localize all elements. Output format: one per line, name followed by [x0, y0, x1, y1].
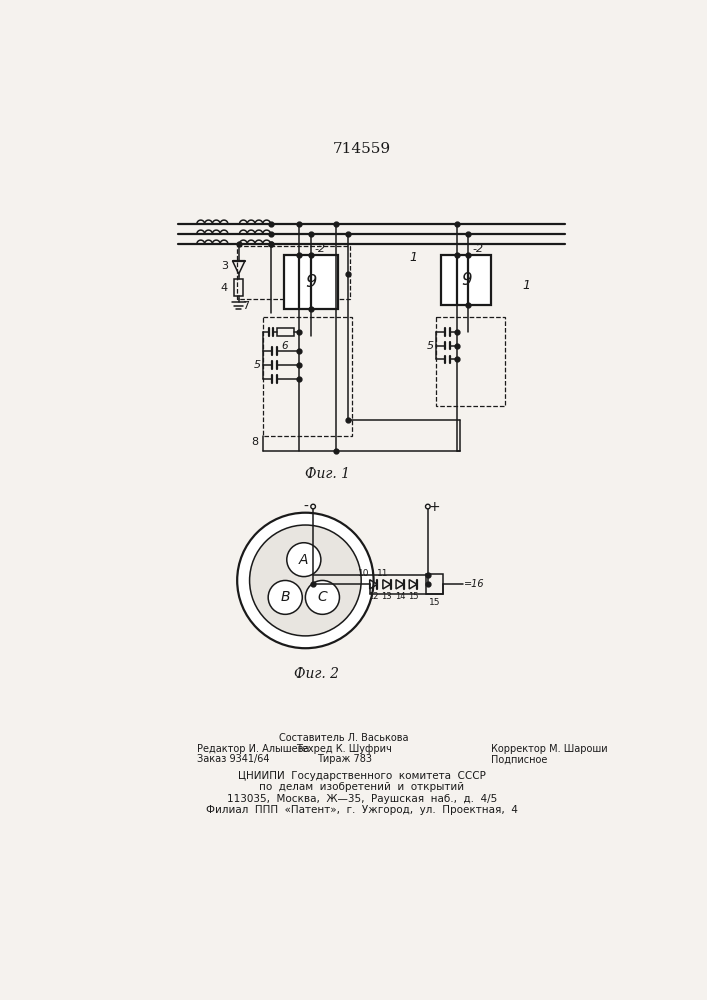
- Text: 4: 4: [221, 283, 228, 293]
- Text: 14: 14: [395, 592, 405, 601]
- Text: 13: 13: [382, 592, 392, 601]
- Text: 15: 15: [408, 592, 419, 601]
- Circle shape: [268, 580, 303, 614]
- Text: 714559: 714559: [333, 142, 391, 156]
- Text: B: B: [281, 590, 290, 604]
- Bar: [284, 255, 338, 309]
- Text: Фиг. 2: Фиг. 2: [295, 667, 339, 681]
- Text: Филиал  ППП  «Патент»,  г.  Ужгород,  ул.  Проектная,  4: Филиал ППП «Патент», г. Ужгород, ул. Про…: [206, 805, 518, 815]
- Text: 5: 5: [427, 341, 434, 351]
- Text: Заказ 9341/64: Заказ 9341/64: [197, 754, 269, 764]
- Text: 10: 10: [358, 569, 369, 578]
- Text: Подписное: Подписное: [491, 754, 548, 764]
- Text: Фиг. 1: Фиг. 1: [305, 466, 349, 481]
- Text: 6: 6: [281, 341, 288, 351]
- Text: -2: -2: [472, 244, 483, 254]
- Text: -: -: [303, 500, 308, 514]
- Bar: [234, 279, 243, 296]
- Text: Тираж 783: Тираж 783: [317, 754, 372, 764]
- Circle shape: [250, 525, 361, 636]
- Text: 12: 12: [368, 592, 379, 601]
- Text: 1: 1: [410, 251, 418, 264]
- Text: Корректор М. Шароши: Корректор М. Шароши: [491, 744, 608, 754]
- Text: 11: 11: [377, 569, 389, 578]
- Text: 5: 5: [254, 360, 261, 370]
- Circle shape: [237, 513, 373, 648]
- Text: 1: 1: [522, 279, 530, 292]
- Text: =16: =16: [464, 579, 485, 589]
- Text: ЦНИИПИ  Государственного  комитета  СССР: ЦНИИПИ Государственного комитета СССР: [238, 771, 486, 781]
- Text: Составитель Л. Васькова: Составитель Л. Васькова: [279, 733, 409, 743]
- Text: 3: 3: [222, 261, 228, 271]
- Text: A: A: [299, 553, 308, 567]
- Bar: [426, 574, 443, 594]
- Text: 9: 9: [461, 271, 472, 289]
- Text: Техред К. Шуфрич: Техред К. Шуфрич: [296, 744, 392, 754]
- Bar: [276, 328, 293, 336]
- Bar: [263, 317, 352, 436]
- Text: 8: 8: [252, 437, 259, 447]
- Text: -2: -2: [315, 244, 326, 254]
- Text: по  делам  изобретений  и  открытий: по делам изобретений и открытий: [259, 782, 464, 792]
- Circle shape: [287, 543, 321, 577]
- Text: +: +: [428, 500, 440, 514]
- Bar: [436, 317, 506, 406]
- Text: C: C: [317, 590, 327, 604]
- Bar: [441, 255, 491, 305]
- Text: 113035,  Москва,  Ж—35,  Раушская  наб.,  д.  4/5: 113035, Москва, Ж—35, Раушская наб., д. …: [227, 794, 497, 804]
- Circle shape: [305, 580, 339, 614]
- Bar: [237, 246, 349, 299]
- Text: 7: 7: [242, 301, 249, 311]
- Text: 9: 9: [305, 273, 317, 291]
- Text: Редактор И. Алышева: Редактор И. Алышева: [197, 744, 309, 754]
- Text: 15: 15: [429, 598, 440, 607]
